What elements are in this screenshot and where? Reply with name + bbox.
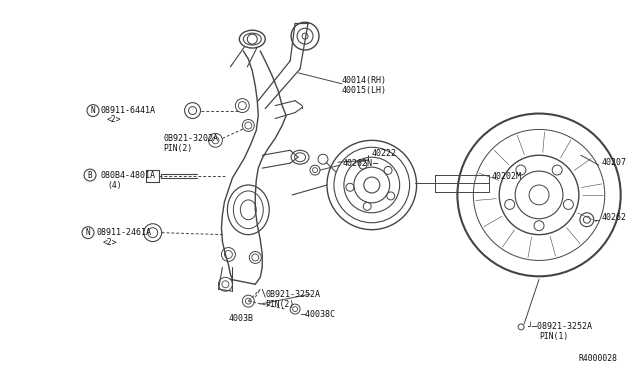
- Text: <2>: <2>: [107, 115, 122, 124]
- Text: 080B4-4801A: 080B4-4801A: [101, 171, 156, 180]
- Text: (4): (4): [107, 180, 122, 189]
- Text: 4003B: 4003B: [228, 314, 253, 324]
- Text: 40262N: 40262N: [343, 159, 373, 168]
- Text: 40202M: 40202M: [492, 171, 521, 180]
- Text: PIN(1): PIN(1): [539, 332, 568, 341]
- Text: 08911-2461A: 08911-2461A: [97, 228, 152, 237]
- Text: 40014(RH): 40014(RH): [342, 76, 387, 85]
- Text: 08911-6441A: 08911-6441A: [101, 106, 156, 115]
- Text: 40015(LH): 40015(LH): [342, 86, 387, 95]
- Text: 0B921-3202A: 0B921-3202A: [164, 134, 219, 143]
- Text: R4000028: R4000028: [579, 354, 618, 363]
- Text: <2>: <2>: [103, 238, 118, 247]
- Text: 40222: 40222: [372, 149, 397, 158]
- Text: 0B921-3252A: 0B921-3252A: [265, 290, 320, 299]
- Text: 40262: 40262: [602, 213, 627, 222]
- Text: ─40038C: ─40038C: [300, 310, 335, 318]
- Text: ─: ─: [372, 159, 377, 168]
- Text: 40207: 40207: [602, 158, 627, 167]
- Text: N: N: [91, 106, 95, 115]
- Text: B: B: [88, 171, 92, 180]
- Text: PIN(2): PIN(2): [265, 299, 294, 309]
- Text: PIN(2): PIN(2): [164, 144, 193, 153]
- Text: ┘─08921-3252A: ┘─08921-3252A: [527, 323, 592, 331]
- Text: N: N: [86, 228, 90, 237]
